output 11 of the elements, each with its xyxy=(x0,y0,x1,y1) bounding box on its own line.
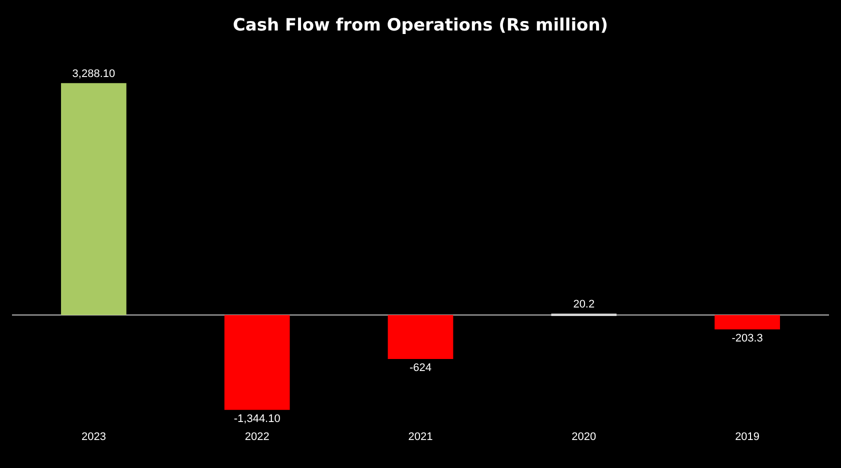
x-tick-label: 2022 xyxy=(244,431,270,443)
x-tick-label: 2021 xyxy=(408,431,433,443)
chart-title: Cash Flow from Operations (Rs million) xyxy=(232,16,608,36)
x-tick-label: 2023 xyxy=(81,431,106,443)
data-label: -203.3 xyxy=(732,332,763,344)
data-label: 20.2 xyxy=(573,298,595,311)
data-label: -624 xyxy=(409,362,432,374)
x-tick-label: 2020 xyxy=(572,431,596,443)
data-label: -1,344.10 xyxy=(234,412,280,425)
x-tick-label: 2019 xyxy=(735,431,760,443)
data-label: 3,288.10 xyxy=(72,68,116,80)
